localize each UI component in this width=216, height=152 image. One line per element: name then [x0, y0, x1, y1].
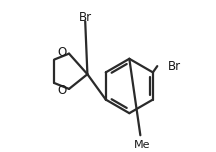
Text: O: O [57, 46, 67, 59]
Text: O: O [57, 84, 67, 97]
Text: Me: Me [133, 140, 150, 150]
Text: Br: Br [79, 11, 92, 24]
Text: Br: Br [168, 60, 181, 73]
